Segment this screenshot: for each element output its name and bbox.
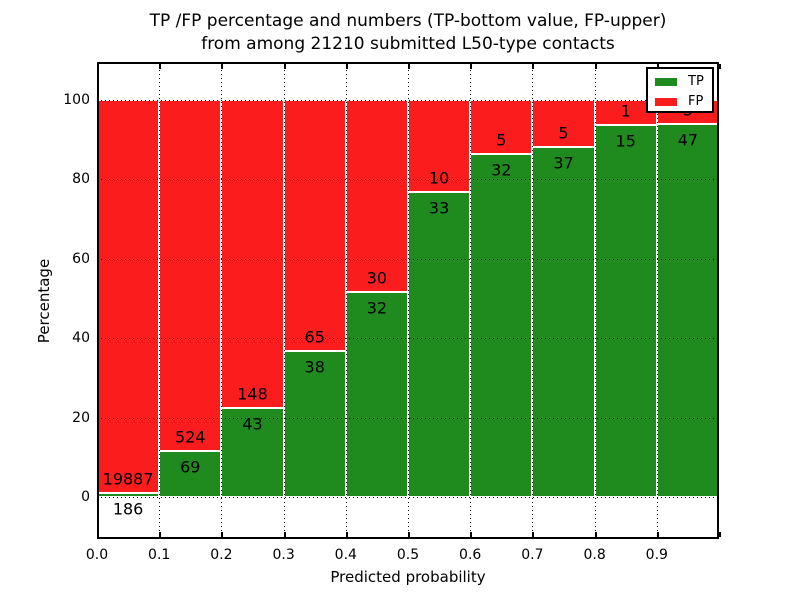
legend-label-fp: FP [688, 94, 704, 109]
x-tick-label: 0.3 [272, 547, 295, 563]
x-tick-mark-bottom [221, 532, 224, 537]
gridline-horizontal [97, 497, 719, 498]
x-tick-mark-bottom [408, 532, 410, 537]
x-tick-mark-bottom [97, 532, 99, 537]
bar-fp-count-label: 5 [558, 123, 569, 143]
x-tick-label: 0.8 [583, 547, 606, 563]
y-tick-label: 40 [72, 330, 90, 347]
gridline-horizontal [97, 417, 719, 419]
x-tick-label: 0.2 [210, 547, 233, 563]
bar-tp-count-label: 43 [242, 414, 263, 434]
bar-tp-count-label: 186 [112, 499, 144, 519]
bar-tp-count-label: 69 [180, 457, 201, 477]
x-tick-label: 0.4 [334, 547, 357, 563]
bar-fp-count-label: 148 [237, 384, 268, 404]
gridline-horizontal [97, 258, 719, 260]
bar-fp-segment [345, 100, 408, 293]
bar-tp-count-label: 15 [615, 131, 636, 151]
gridline-vertical [221, 62, 223, 539]
chart-title-line2: from among 21210 submitted L50-type cont… [201, 34, 615, 54]
bar-fp-count-label: 19887 [102, 469, 154, 489]
x-axis-label: Predicted probability [330, 568, 486, 586]
x-tick-mark-bottom [719, 532, 721, 537]
bar-tp-count-label: 37 [553, 153, 574, 173]
x-tick-mark-top [97, 64, 99, 69]
x-tick-mark-bottom [345, 532, 348, 537]
x-tick-label: 0.1 [148, 547, 171, 563]
legend-item-fp: FP [648, 92, 712, 112]
legend-swatch-tp [655, 78, 677, 86]
bar-fp-count-label: 524 [175, 427, 206, 447]
x-tick-label: 0.5 [396, 547, 420, 563]
y-tick-label: 60 [72, 250, 90, 267]
bar-fp-segment [470, 100, 533, 154]
y-tick-label: 20 [72, 409, 90, 426]
gridline-vertical [656, 62, 658, 539]
bar-fp-count-label: 1 [620, 101, 631, 121]
y-tick-label: 80 [72, 171, 90, 188]
bar-tp-segment [345, 292, 408, 497]
legend-swatch-fp [655, 98, 677, 106]
gridline-vertical [159, 62, 161, 539]
bar-tp-segment [283, 350, 346, 497]
x-tick-mark-top [345, 64, 348, 69]
bar-tp-segment [221, 407, 284, 497]
bar-fp-count-label: 65 [304, 327, 325, 347]
gridline-vertical [594, 62, 596, 539]
bar-fp-count-label: 5 [496, 130, 507, 150]
x-tick-mark-top [719, 64, 721, 69]
y-tick-label: 100 [63, 92, 90, 108]
bar-fp-segment [408, 100, 471, 193]
x-tick-mark-bottom [470, 532, 473, 537]
bar-fp-segment [97, 100, 160, 494]
gridline-vertical [283, 62, 285, 539]
x-tick-mark-bottom [159, 532, 162, 537]
x-tick-mark-bottom [283, 532, 286, 537]
x-tick-mark-bottom [594, 532, 597, 537]
gridline-vertical [345, 62, 347, 539]
x-tick-mark-top [594, 64, 597, 69]
bar-tp-segment [594, 124, 657, 497]
x-tick-mark-top [221, 64, 224, 69]
x-tick-label: 0.9 [645, 547, 668, 563]
bar-fp-count-label: 30 [366, 268, 388, 288]
bar-tp-count-label: 32 [491, 160, 512, 180]
x-tick-mark-bottom [656, 532, 659, 537]
bar-tp-count-label: 32 [366, 298, 388, 318]
x-tick-mark-top [532, 64, 535, 69]
gridline-horizontal [97, 179, 719, 181]
bar-tp-segment [532, 147, 595, 497]
gridline-vertical [408, 62, 409, 539]
x-tick-mark-top [656, 64, 659, 69]
x-tick-mark-bottom [532, 532, 535, 537]
y-tick-label: 0 [81, 489, 90, 505]
legend: TP FP [646, 67, 714, 113]
gridline-horizontal [97, 100, 719, 101]
bar-fp-segment [283, 100, 346, 351]
x-tick-mark-top [159, 64, 162, 69]
bar-tp-segment [470, 153, 533, 497]
bar-tp-count-label: 38 [304, 357, 325, 377]
bar-tp-count-label: 47 [677, 130, 699, 150]
x-tick-label: 0.0 [85, 547, 109, 563]
x-tick-mark-top [470, 64, 473, 69]
gridline-vertical [532, 62, 534, 539]
legend-label-tp: TP [688, 74, 704, 89]
legend-item-tp: TP [648, 72, 712, 92]
bar-tp-segment [408, 192, 471, 497]
bar-fp-segment [159, 100, 222, 451]
x-tick-mark-top [283, 64, 286, 69]
gridline-vertical [470, 62, 472, 539]
bar-tp-count-label: 33 [428, 198, 450, 218]
x-tick-mark-top [408, 64, 410, 69]
chart-title-line1: TP /FP percentage and numbers (TP-bottom… [149, 11, 667, 31]
x-tick-label: 0.6 [459, 547, 482, 563]
bar-tp-segment [656, 123, 719, 497]
bar-fp-count-label: 10 [428, 168, 450, 188]
bar-fp-segment [221, 100, 284, 408]
x-tick-label: 0.7 [521, 547, 544, 563]
gridline-horizontal [97, 338, 719, 340]
